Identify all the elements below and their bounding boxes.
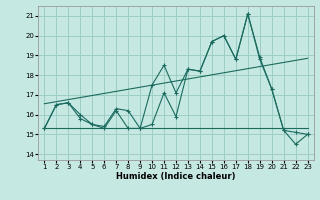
X-axis label: Humidex (Indice chaleur): Humidex (Indice chaleur)	[116, 172, 236, 181]
